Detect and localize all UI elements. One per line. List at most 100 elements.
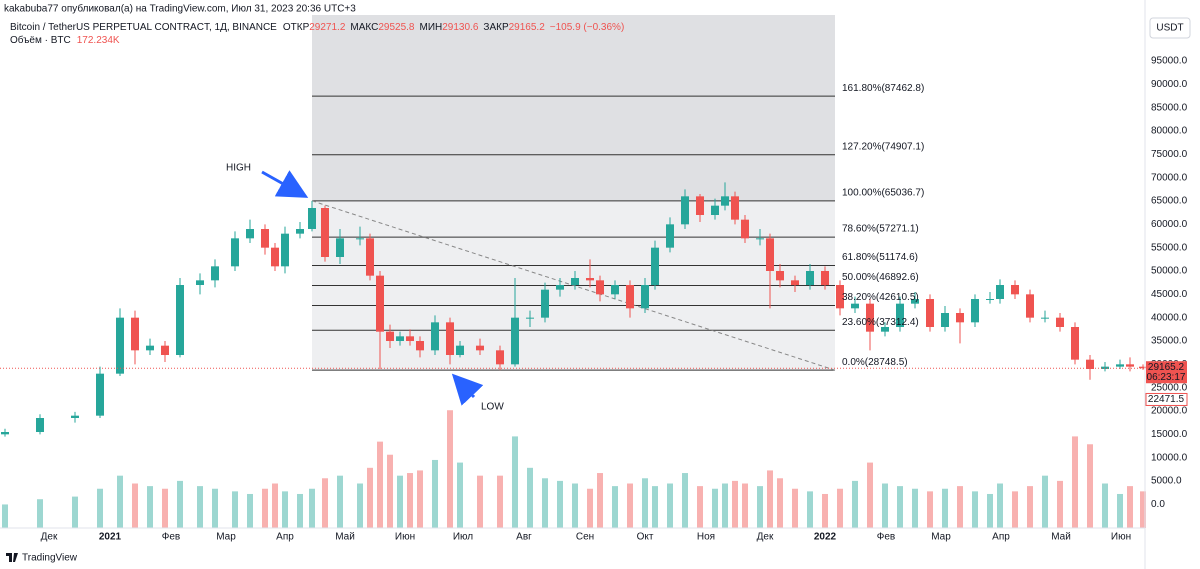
candle-body (1041, 317, 1049, 319)
candle-body (116, 317, 124, 374)
volume-bar (247, 493, 253, 528)
fib-label: 61.80%(51174.6) (842, 252, 918, 263)
y-tick-label: 75000.0 (1151, 149, 1188, 160)
fib-label: 38.20%(42610.5) (842, 292, 919, 303)
volume-bar (667, 483, 673, 528)
volume-bar (1042, 475, 1048, 528)
candle-body (821, 271, 829, 286)
volume-bar (407, 473, 413, 528)
candle-body (666, 224, 674, 248)
volume-bar (942, 488, 948, 528)
x-tick-label: Дек (757, 532, 774, 543)
candle-body (336, 238, 344, 258)
x-tick-label: 2022 (814, 532, 837, 543)
currency-box[interactable] (1149, 17, 1191, 39)
volume-bar (572, 483, 578, 528)
candle-body (766, 238, 774, 272)
candle-body (366, 238, 374, 276)
candle-body (696, 196, 704, 216)
candle-body (1126, 364, 1134, 367)
x-tick-label: Мар (216, 532, 236, 543)
candle-body (1116, 364, 1124, 367)
fib-label: 50.00%(46892.6) (842, 272, 919, 283)
x-tick-label: 2021 (99, 532, 122, 543)
volume-bar (852, 480, 858, 528)
y-tick-label: 35000.0 (1151, 336, 1188, 347)
candle-body (986, 299, 994, 301)
volume-bar (757, 486, 763, 528)
candle-body (756, 238, 764, 240)
volume-bar (867, 462, 873, 528)
y-tick-label: 90000.0 (1151, 79, 1188, 90)
candle-body (176, 285, 184, 356)
candle-body (146, 345, 154, 351)
published: kakabuba77 опубликовал(а) на TradingView… (4, 3, 356, 15)
x-tick-label: Сен (576, 532, 594, 543)
candle-body (36, 418, 44, 433)
candle-body (308, 208, 316, 230)
volume-bar (447, 410, 453, 528)
legend: Bitcoin / TetherUS PERPETUAL CONTRACT, 1… (10, 22, 624, 33)
candle-body (1056, 317, 1064, 328)
y-tick-label: 10000.0 (1151, 452, 1188, 463)
volume-bar (132, 483, 138, 528)
y-tick-label: 20000.0 (1151, 406, 1188, 417)
candle-body (731, 196, 739, 220)
open-label: ОТКР (283, 22, 310, 33)
candle-body (711, 205, 719, 216)
volume-bar (262, 488, 268, 528)
candle-body (1026, 294, 1034, 318)
candle-body (1071, 327, 1079, 360)
candle-body (651, 247, 659, 286)
x-tick-label: Окт (637, 532, 654, 543)
candle-body (681, 196, 689, 225)
volume-bar (612, 486, 618, 528)
volume-bar (97, 488, 103, 528)
y-tick-label: 60000.0 (1151, 219, 1188, 230)
candle-body (1139, 366, 1147, 369)
y-tick-label: 25000.0 (1151, 382, 1188, 393)
volume-bar (2, 504, 8, 528)
volume-bar (557, 480, 563, 528)
candle-body (131, 317, 139, 351)
currency[interactable]: USDT (1156, 23, 1183, 34)
arrow-high (261, 170, 309, 198)
y-tick-label: 95000.0 (1151, 56, 1188, 67)
volume-label: Объём · BTC (10, 34, 71, 46)
candle-body (231, 238, 239, 267)
volume-bar (542, 478, 548, 528)
volume-bar (642, 478, 648, 528)
volume-bar (1057, 480, 1063, 528)
symbol: Bitcoin / TetherUS PERPETUAL CONTRACT, 1… (10, 22, 277, 33)
volume-bar (777, 478, 783, 528)
candle-body (541, 289, 549, 318)
brand-logo (6, 553, 18, 562)
x-tick-label: Ноя (697, 532, 715, 543)
volume-bar (1072, 436, 1078, 528)
volume-legend: Объём · BTC 172.234K (10, 34, 120, 46)
volume-bar (767, 470, 773, 528)
volume-bar (987, 493, 993, 528)
y-tick-label: 50000.0 (1151, 266, 1188, 277)
y-tick-label: 40000.0 (1151, 312, 1188, 323)
candle-body (406, 336, 414, 342)
volume-bar (387, 454, 393, 528)
fib-trend (311, 200, 836, 371)
volume-bar (117, 475, 123, 528)
candle-body (356, 238, 364, 240)
candle-body (196, 280, 204, 286)
candle-body (641, 285, 649, 309)
volume-bar (232, 491, 238, 528)
candle-body (396, 336, 404, 342)
candle-body (71, 415, 79, 419)
x-tick-label: Апр (276, 532, 294, 543)
candle-body (1, 432, 9, 435)
volume-bar (927, 491, 933, 528)
x-tick-label: Фев (162, 532, 180, 543)
candle-body (586, 278, 594, 281)
candle-body (211, 266, 219, 281)
volume-bar (322, 478, 328, 528)
y-tick-label: 45000.0 (1151, 289, 1188, 300)
x-tick-label: Апр (992, 532, 1010, 543)
